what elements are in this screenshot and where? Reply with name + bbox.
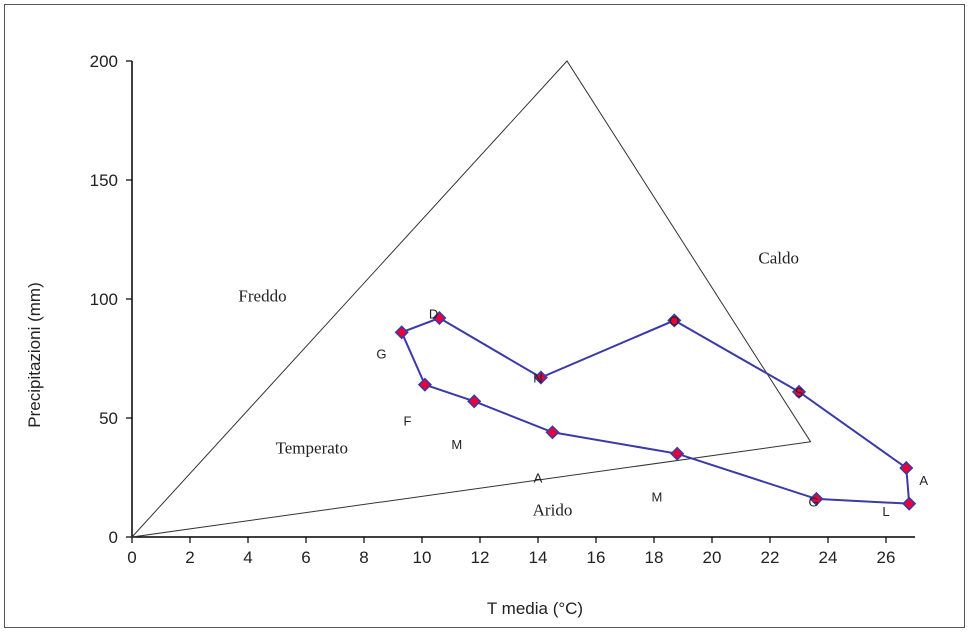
data-point-marker <box>670 446 685 461</box>
x-tick-label: 0 <box>127 548 136 567</box>
region-label: Freddo <box>238 286 286 305</box>
series <box>394 310 917 511</box>
point-label: N <box>533 371 542 386</box>
region-label: Caldo <box>758 248 799 267</box>
region-label: Temperato <box>276 439 348 458</box>
point-label: S <box>795 385 804 400</box>
x-tick-label: 14 <box>529 548 548 567</box>
point-label: D <box>429 306 438 321</box>
x-tick-label: 26 <box>877 548 896 567</box>
y-tick-label: 100 <box>90 290 118 309</box>
chart-frame <box>4 4 965 628</box>
data-point-marker <box>902 496 917 511</box>
x-tick-label: 4 <box>243 548 252 567</box>
data-point-marker <box>667 313 682 328</box>
data-point-marker <box>417 377 432 392</box>
y-tick-label: 50 <box>99 409 118 428</box>
x-tick-label: 24 <box>819 548 838 567</box>
y-tick-label: 150 <box>90 171 118 190</box>
point-label: G <box>808 494 818 509</box>
data-point-marker <box>394 325 409 340</box>
point-label: F <box>404 413 412 428</box>
data-point-marker <box>791 384 807 399</box>
point-label: A <box>919 473 928 488</box>
point-label: M <box>651 490 662 505</box>
region-label: Arido <box>533 501 573 520</box>
y-tick-label: 0 <box>109 528 118 547</box>
data-point-marker <box>809 491 824 506</box>
x-axis-title: T media (°C) <box>487 599 583 618</box>
x-tick-label: 8 <box>359 548 368 567</box>
y-axis-title: Precipitazioni (mm) <box>25 282 44 427</box>
data-point-marker <box>533 370 548 385</box>
point-label: L <box>882 504 889 519</box>
y-tick-label: 200 <box>90 52 118 71</box>
x-tick-label: 10 <box>413 548 432 567</box>
point-label: A <box>534 471 543 486</box>
x-tick-label: 6 <box>301 548 310 567</box>
x-tick-label: 22 <box>761 548 780 567</box>
x-tick-label: 16 <box>587 548 606 567</box>
x-tick-label: 2 <box>185 548 194 567</box>
x-tick-label: 20 <box>703 548 722 567</box>
point-label: M <box>451 437 462 452</box>
x-tick-label: 18 <box>645 548 664 567</box>
labels: G F M A M G L A S O N D <box>376 306 928 519</box>
triangle-outline <box>130 60 812 538</box>
climate-triangle: Freddo Caldo Temperato Arido <box>130 60 812 538</box>
data-point-marker <box>467 394 482 409</box>
point-label: G <box>376 347 386 362</box>
data-point-marker <box>899 460 914 476</box>
data-point-marker <box>432 310 447 326</box>
data-point-marker <box>545 425 560 440</box>
point-label: O <box>669 313 679 328</box>
x-tick-label: 12 <box>471 548 490 567</box>
series-line <box>400 316 911 505</box>
